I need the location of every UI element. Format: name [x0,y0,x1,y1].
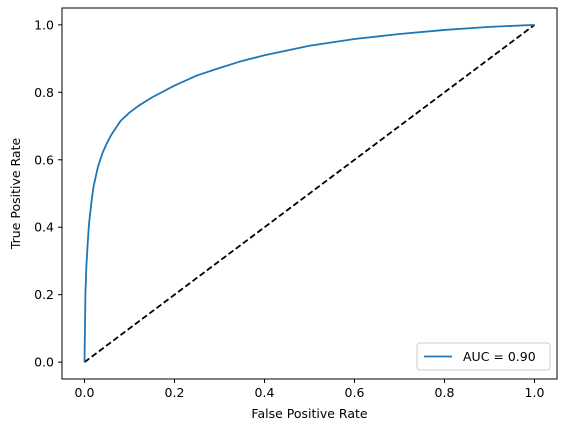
y-axis-label: True Positive Rate [8,138,23,251]
roc-curve-line [83,23,535,363]
y-tick-label: 0.2 [34,287,54,302]
x-tick-label: 0.8 [435,385,455,400]
x-axis-label: False Positive Rate [251,406,367,421]
legend: AUC = 0.90 [416,342,551,371]
plot-frame [61,7,558,380]
legend-label: AUC = 0.90 [463,349,536,364]
x-tick-label: 1.0 [525,385,545,400]
x-tick-label: 0.2 [165,385,185,400]
y-tick-label: 0.6 [34,152,54,167]
y-tick-label: 0.0 [34,355,54,370]
series-layer [83,23,536,363]
y-tick-label: 0.4 [34,220,54,235]
x-tick-label: 0.6 [345,385,365,400]
x-tick-label: 0.0 [75,385,95,400]
x-tick-label: 0.4 [255,385,275,400]
legend-frame [416,342,551,371]
tick-layer: 0.0 0.2 0.4 0.6 0.8 1.0 0.0 0.2 0.4 0.6 0.8 1.0 [34,17,544,400]
y-tick-label: 0.8 [34,85,54,100]
diagonal-reference-line [83,24,536,363]
y-tick-label: 1.0 [34,17,54,32]
